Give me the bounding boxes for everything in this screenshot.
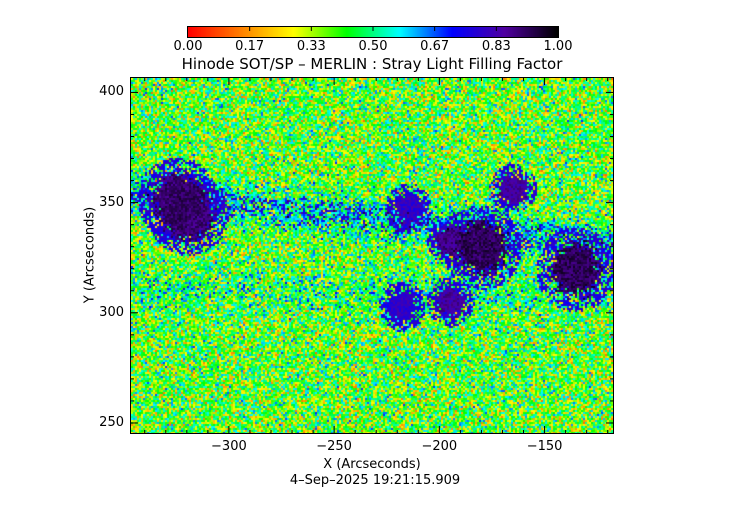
y-tick-label: 350	[99, 194, 124, 210]
x-tick-label: −300	[211, 439, 247, 454]
x-axis-label: X (Arcseconds)	[323, 457, 421, 472]
x-tick-label: −150	[526, 439, 563, 454]
y-tick-label: 400	[99, 84, 124, 100]
heatmap-plot-area	[130, 77, 614, 434]
colorbar-tick-label: 0.67	[420, 39, 450, 54]
colorbar-tick-label: 0.83	[481, 39, 511, 54]
colorbar-tick-label: 0.50	[358, 39, 388, 54]
timestamp: 4–Sep–2025 19:21:15.909	[289, 473, 461, 488]
x-tick-label: −200	[421, 439, 458, 454]
x-tick-label: −250	[316, 439, 352, 454]
chart-title: Hinode SOT/SP – MERLIN : Stray Light Fil…	[181, 55, 563, 73]
y-axis-label: Y (Arcseconds)	[82, 206, 98, 304]
colorbar-tick-label: 0.17	[235, 39, 265, 54]
colorbar-tick-label: 1.00	[543, 39, 573, 54]
colorbar-tick-label: 0.33	[296, 39, 326, 54]
colorbar	[187, 26, 559, 38]
y-tick-label: 300	[99, 304, 124, 320]
colorbar-tick-label: 0.00	[173, 39, 203, 54]
y-tick-label: 250	[99, 414, 124, 430]
